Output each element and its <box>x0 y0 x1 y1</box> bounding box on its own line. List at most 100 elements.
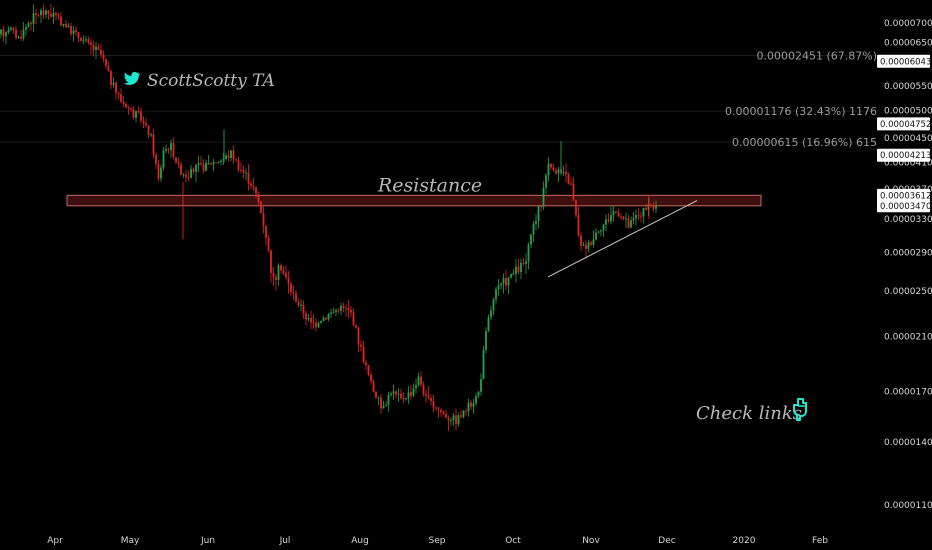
candle-body <box>515 266 517 274</box>
candle-body <box>112 82 115 85</box>
candle-body <box>85 39 87 41</box>
candle-body <box>462 410 465 417</box>
candle-body <box>320 320 322 324</box>
candle-body <box>120 94 122 102</box>
candle-body <box>162 150 165 168</box>
resistance-label: Resistance <box>377 174 482 196</box>
candle-body <box>637 215 640 217</box>
candle-body <box>347 308 350 310</box>
candle-body <box>562 172 565 174</box>
candle-body <box>260 201 262 214</box>
price-box-label: 0.00006043 <box>880 57 931 67</box>
candle-body <box>450 420 452 422</box>
candle-body <box>485 330 487 351</box>
candle-body <box>442 412 445 414</box>
candle-body <box>175 157 177 163</box>
candle-body <box>277 265 280 281</box>
candle-body <box>57 14 60 17</box>
candle-body <box>285 272 287 278</box>
candle-body <box>247 172 250 184</box>
trendline <box>547 200 698 278</box>
candle-body <box>620 216 622 218</box>
candle-body <box>342 305 345 308</box>
candle-body <box>490 310 492 318</box>
candle-body <box>210 162 212 165</box>
candle-body <box>280 265 282 271</box>
candle-body <box>375 391 377 398</box>
candle-body <box>160 167 162 179</box>
candle-body <box>487 317 490 331</box>
candle-body <box>227 155 230 158</box>
candle-body <box>420 376 422 385</box>
candle-body <box>457 415 460 425</box>
candle-body <box>182 174 185 176</box>
candle-body <box>147 125 150 135</box>
candle-body <box>530 234 532 245</box>
candle-body <box>395 391 397 395</box>
candle-body <box>535 221 537 224</box>
candle-body <box>40 10 42 16</box>
twitter-bird-icon <box>123 71 141 85</box>
candle-body <box>600 230 602 232</box>
candle-body <box>157 163 160 179</box>
time-axis[interactable]: Apr May Jun Jul Aug Sep Oct Nov Dec 2020 Feb <box>47 536 828 546</box>
resistance-box <box>66 194 762 207</box>
candle-body <box>265 226 267 238</box>
candle-body <box>580 235 582 246</box>
candle-body <box>52 12 55 17</box>
candle-body <box>50 13 52 17</box>
candle-body <box>415 385 417 389</box>
candle-body <box>270 250 272 273</box>
time-tick-label: Apr <box>47 536 63 546</box>
candle-body <box>187 177 190 179</box>
candle-body <box>512 273 515 275</box>
candle-body <box>340 305 342 311</box>
candle-body <box>75 30 77 33</box>
candle-body <box>17 36 20 38</box>
candle-body <box>622 216 625 219</box>
candle-body <box>295 293 297 302</box>
candle-body <box>592 239 595 245</box>
candle-body <box>567 174 570 184</box>
candle-body <box>55 12 57 15</box>
candle-body <box>70 25 72 34</box>
candle-body <box>80 37 82 41</box>
candle-body <box>417 376 420 386</box>
fib-label: 0.00000615 (16.96%) 615 <box>732 136 877 149</box>
candle-body <box>617 212 620 217</box>
candle-body <box>252 185 255 188</box>
candle-body <box>30 22 32 24</box>
candle-body <box>380 397 382 409</box>
candle-body <box>170 143 172 150</box>
candle-body <box>272 272 275 277</box>
candle-body <box>555 170 557 174</box>
candle-body <box>62 23 65 26</box>
candle-body <box>605 219 607 225</box>
candle-body <box>10 27 12 30</box>
candle-body <box>257 193 260 202</box>
candle-body <box>355 325 357 328</box>
check-links-label: Check links <box>696 403 802 424</box>
candle-body <box>545 175 547 188</box>
candle-body <box>232 150 235 160</box>
candle-body <box>262 213 265 227</box>
hand-outline <box>793 398 807 421</box>
candle-body <box>97 46 100 50</box>
candle-body <box>180 164 182 175</box>
candle-body <box>640 215 642 217</box>
candle-body <box>305 313 307 320</box>
candle-body <box>465 410 467 412</box>
candle-body <box>297 301 300 306</box>
candle-body <box>385 404 387 406</box>
pointing-hand-icon <box>793 398 807 421</box>
candle-body <box>67 25 70 28</box>
candle-body <box>635 215 637 219</box>
candle-body <box>317 323 320 327</box>
